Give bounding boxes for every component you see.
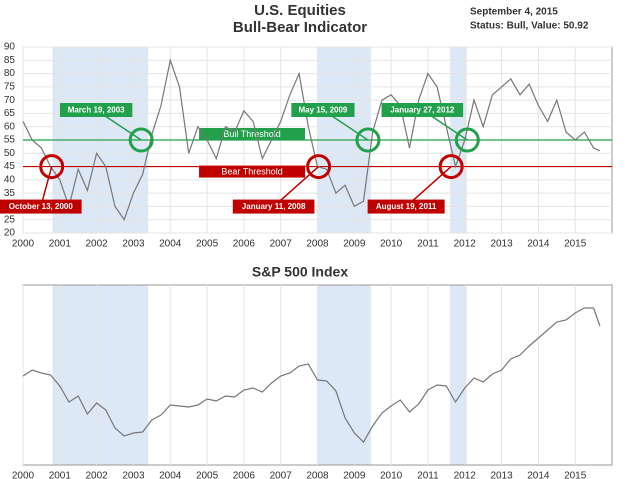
y-tick-label: 45 <box>4 161 16 172</box>
x-tick-label: 2000 <box>12 239 35 250</box>
annotation-label: March 19, 2003 <box>68 106 125 115</box>
y-tick-label: 75 <box>4 81 16 92</box>
annotation-label: January 27, 2012 <box>390 106 455 115</box>
annotation-label: August 19, 2011 <box>376 202 437 211</box>
y-tick-label: 35 <box>4 188 16 199</box>
chart-title: S&P 500 Index <box>252 264 348 280</box>
x-tick-label: 2015 <box>564 239 587 250</box>
y-tick-label: 60 <box>4 121 16 132</box>
x-tick-label: 2010 <box>380 471 403 479</box>
threshold-label-box <box>199 128 306 140</box>
shaded-band <box>450 285 467 465</box>
annotation-box <box>291 103 355 117</box>
x-tick-label: 2012 <box>454 239 477 250</box>
y-tick-label: 20 <box>4 228 16 239</box>
x-tick-label: 2013 <box>490 239 513 250</box>
annotation-circle <box>128 127 154 153</box>
shaded-band <box>317 285 371 465</box>
x-tick-label: 2003 <box>122 239 145 250</box>
y-tick-label: 70 <box>4 95 16 106</box>
annotation-label: May 15, 2009 <box>298 106 347 115</box>
status: Status: Bull, Value: 50.92 <box>470 21 589 32</box>
x-tick-label: 2000 <box>12 471 35 479</box>
y-tick-label: 80 <box>4 68 16 79</box>
data-line <box>22 58 601 222</box>
x-tick-label: 2006 <box>233 471 256 479</box>
annotation-circle <box>39 154 65 180</box>
x-tick-label: 2014 <box>527 239 550 250</box>
x-tick-label: 2001 <box>49 239 72 250</box>
shaded-band <box>52 285 149 465</box>
x-tick-label: 2004 <box>159 239 182 250</box>
x-tick-label: 2013 <box>490 471 513 479</box>
annotation-circle <box>438 154 464 180</box>
x-tick-label: 2014 <box>527 471 550 479</box>
y-tick-label: 50 <box>4 148 16 159</box>
chart-subtitle: Bull-Bear Indicator <box>233 19 367 36</box>
x-tick-label: 2009 <box>343 471 366 479</box>
x-tick-label: 2010 <box>380 239 403 250</box>
annotation-box <box>232 199 315 214</box>
annotation-circle <box>454 127 480 153</box>
y-tick-label: 90 <box>4 42 16 53</box>
x-tick-label: 2006 <box>233 239 256 250</box>
x-tick-label: 2007 <box>270 471 293 479</box>
threshold-label: Bear Threshold <box>221 166 282 176</box>
threshold-label-box <box>199 165 306 178</box>
x-tick-label: 2003 <box>122 471 145 479</box>
x-tick-label: 2007 <box>270 239 293 250</box>
x-tick-label: 2012 <box>454 471 477 479</box>
annotation-label: October 13, 2000 <box>9 202 74 211</box>
annotation-box <box>367 199 445 214</box>
annotation-box <box>59 103 133 117</box>
y-tick-label: 85 <box>4 55 16 66</box>
y-tick-label: 65 <box>4 108 16 119</box>
x-tick-label: 2011 <box>417 471 439 479</box>
annotation-circle <box>355 127 381 153</box>
x-tick-label: 2008 <box>306 471 329 479</box>
x-tick-label: 2002 <box>86 239 109 250</box>
threshold-label: Bull Threshold <box>223 129 280 139</box>
date: September 4, 2015 <box>470 7 558 18</box>
x-tick-label: 2004 <box>159 471 182 479</box>
y-tick-label: 55 <box>4 135 16 146</box>
x-tick-label: 2008 <box>306 239 329 250</box>
x-tick-label: 2005 <box>196 471 219 479</box>
x-tick-label: 2015 <box>564 471 587 479</box>
chart-title: U.S. Equities <box>254 2 346 19</box>
annotation-box <box>381 103 464 117</box>
x-tick-label: 2011 <box>417 239 439 250</box>
x-tick-label: 2002 <box>86 471 109 479</box>
annotation-box <box>0 199 82 214</box>
y-tick-label: 25 <box>4 214 16 225</box>
x-tick-label: 2001 <box>49 471 72 479</box>
x-tick-label: 2009 <box>343 239 366 250</box>
y-tick-label: 40 <box>4 174 16 185</box>
annotation-circle <box>306 154 332 180</box>
x-tick-label: 2005 <box>196 239 219 250</box>
data-line <box>22 307 601 443</box>
annotation-label: January 11, 2008 <box>242 202 306 211</box>
